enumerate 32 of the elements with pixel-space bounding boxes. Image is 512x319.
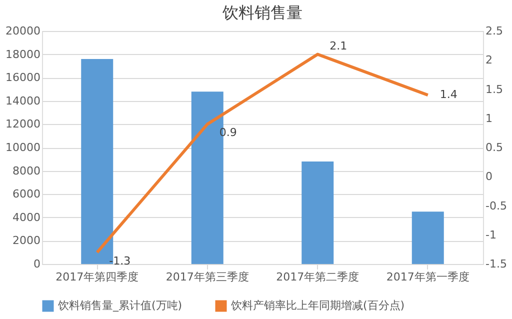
y-tick-label: 20000 bbox=[6, 24, 40, 38]
line-series bbox=[96, 52, 430, 254]
y-tick-label: 2000 bbox=[12, 234, 40, 248]
y2-tick-label: -1 bbox=[486, 228, 496, 242]
legend-label: 饮料产销率比上年同期增减(百分点) bbox=[230, 299, 405, 312]
x-tick-label: 2017年第二季度 bbox=[276, 270, 360, 284]
y-tick-label: 18000 bbox=[6, 48, 40, 61]
y-tick-label: 16000 bbox=[6, 71, 40, 84]
y2-tick-label: -0.5 bbox=[486, 199, 507, 212]
y-tick-label: 8000 bbox=[12, 164, 40, 178]
bar bbox=[302, 161, 334, 264]
y2-tick-label: 0 bbox=[486, 170, 492, 184]
y-tick-label: 4000 bbox=[12, 210, 40, 224]
y2-tick-label: 2.5 bbox=[486, 24, 503, 38]
y-tick-label: 10000 bbox=[6, 141, 40, 154]
data-label: 2.1 bbox=[330, 39, 348, 52]
x-tick-label: 2017年第三季度 bbox=[166, 270, 249, 284]
y-tick-label: 0 bbox=[34, 258, 40, 270]
x-tick-label: 2017年第一季度 bbox=[386, 270, 470, 284]
y2-tick-label: 0.5 bbox=[486, 141, 503, 154]
y-tick-label: 12000 bbox=[6, 118, 40, 131]
data-label: 1.4 bbox=[440, 88, 458, 102]
x-tick-label: 2017年第四季度 bbox=[56, 270, 139, 284]
y-tick-label: 14000 bbox=[6, 94, 40, 108]
chart-title: 饮料销售量 bbox=[222, 3, 302, 22]
y-tick-label: 6000 bbox=[12, 188, 40, 201]
y2-tick-label: 1 bbox=[486, 112, 492, 125]
bar bbox=[412, 212, 444, 264]
y2-tick-label: 1.5 bbox=[486, 82, 503, 96]
legend-label: 饮料销售量_累计值(万吨) bbox=[57, 299, 182, 312]
y2-tick-label: -1.5 bbox=[486, 258, 507, 270]
y2-tick-label: 2 bbox=[486, 54, 492, 67]
